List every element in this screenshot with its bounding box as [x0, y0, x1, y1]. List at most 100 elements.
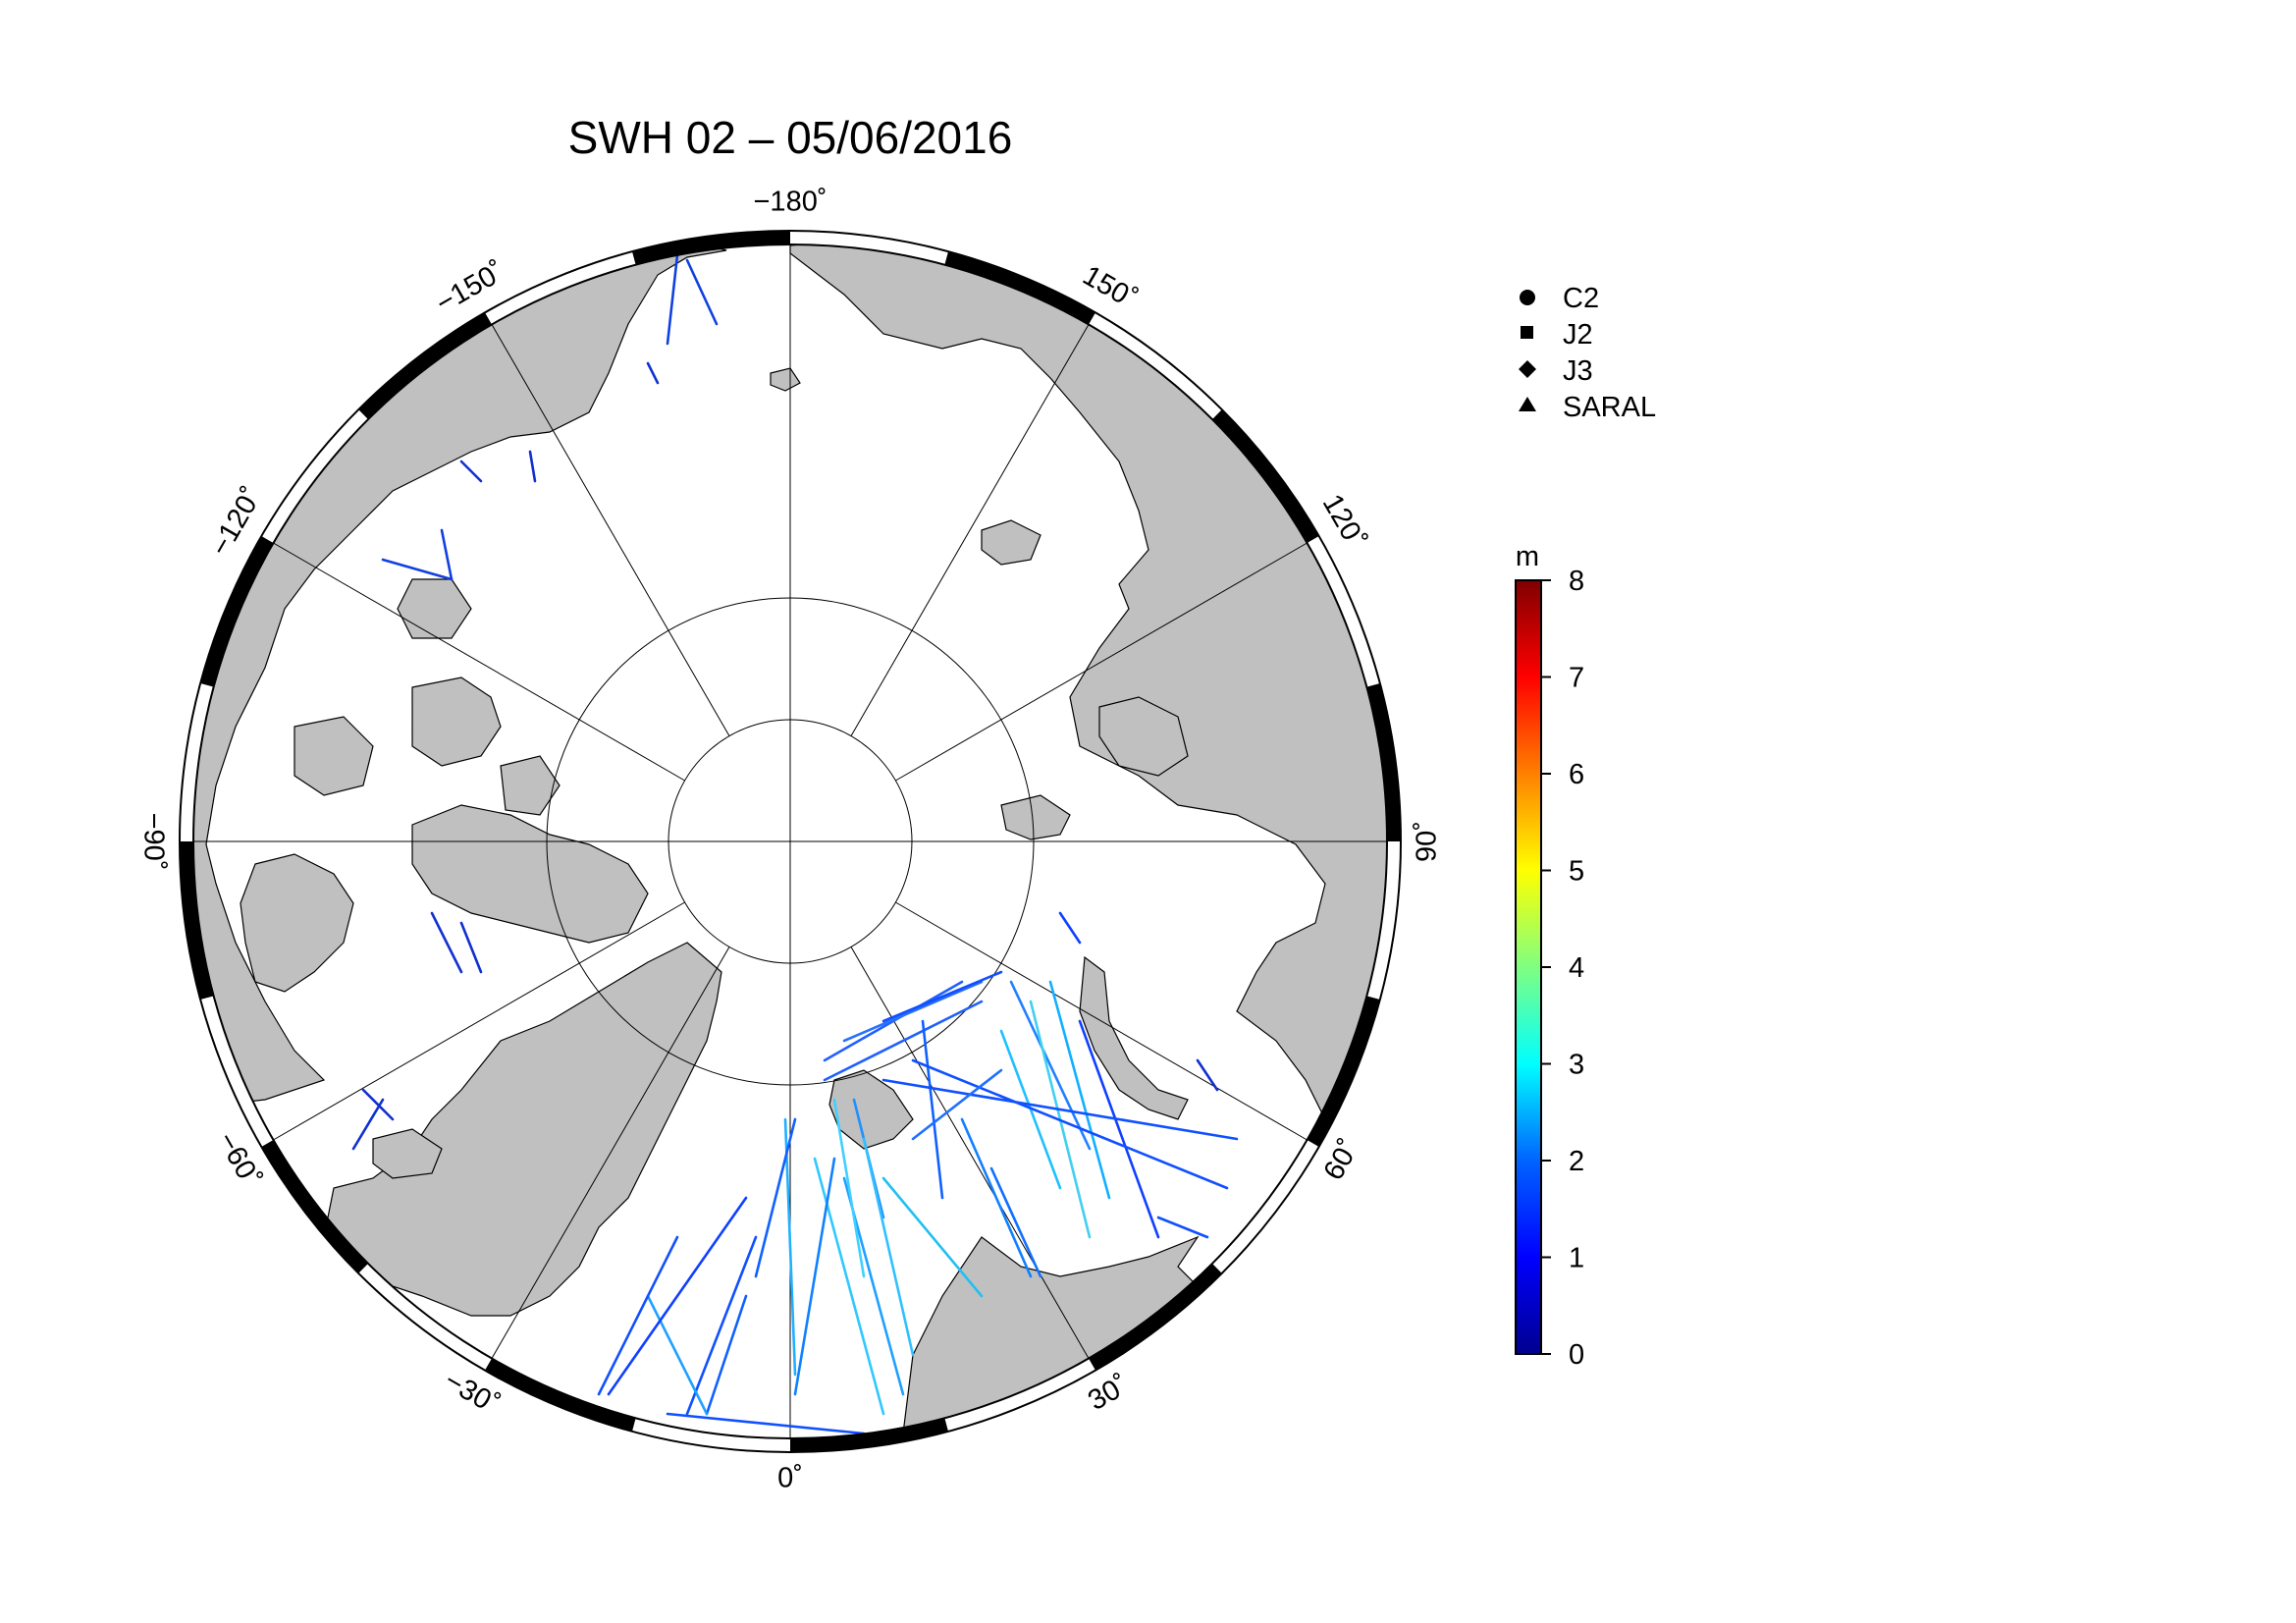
- frame-black-segment: [180, 840, 214, 1000]
- longitude-label: −90˚: [137, 813, 169, 871]
- meridian-line: [491, 947, 730, 1359]
- landmass-severnaya-zemlya: [1098, 696, 1189, 777]
- meridian-line: [850, 324, 1090, 736]
- frame-black-segment: [358, 312, 493, 420]
- swh-track: [361, 1088, 395, 1121]
- colorbar: m 0 1 2 3 4 5 6 7 8: [1515, 541, 1584, 1371]
- swh-track: [793, 1157, 836, 1396]
- swh-track: [783, 1117, 797, 1377]
- landmass-baffin-island: [240, 853, 354, 993]
- swh-track: [911, 1058, 1229, 1190]
- swh-track: [666, 1412, 866, 1435]
- colorbar-tick-label: 3: [1569, 1050, 1584, 1081]
- colorbar-tick-label: 0: [1569, 1339, 1584, 1371]
- legend-circle-icon: [1520, 290, 1535, 305]
- landmass-new-siberian: [981, 519, 1041, 566]
- meridian-line: [273, 901, 685, 1141]
- landmass-island-d: [500, 755, 561, 816]
- swh-track: [685, 258, 719, 326]
- frame-black-segment: [1307, 996, 1380, 1147]
- altimeter-tracks: [351, 253, 1239, 1435]
- frame-black-segment: [789, 1418, 948, 1452]
- swh-track: [381, 558, 454, 581]
- swh-track: [440, 528, 454, 581]
- legend-label: J3: [1563, 355, 1593, 387]
- swh-track: [705, 1294, 748, 1416]
- longitude-label: 90˚: [1412, 821, 1443, 862]
- swh-track: [1196, 1058, 1219, 1092]
- swh-track: [989, 1166, 1042, 1278]
- landmass-greenland: [323, 942, 722, 1317]
- swh-track: [911, 1068, 1003, 1141]
- map-title: SWH 02 – 05/06/2016: [568, 112, 1013, 163]
- colorbar-gradient: [1515, 579, 1542, 1355]
- swh-track: [832, 1098, 866, 1278]
- longitude-label: 60˚: [1317, 1134, 1365, 1185]
- legend-diamond-icon: [1519, 360, 1536, 378]
- colorbar-ticks: 0 1 2 3 4 5 6 7 8: [1541, 566, 1584, 1371]
- frame-black-segment: [632, 231, 791, 265]
- legend-triangle-icon: [1519, 397, 1536, 411]
- swh-track: [823, 980, 964, 1062]
- frame-black-segment: [261, 1139, 369, 1273]
- landmass-wrangel: [770, 367, 801, 392]
- frame-black-segment: [200, 536, 274, 687]
- colorbar-tick-label: 8: [1569, 566, 1584, 597]
- longitude-label: 30˚: [1083, 1369, 1134, 1417]
- swh-track: [528, 450, 537, 483]
- frame-black-segment: [485, 1358, 636, 1432]
- colorbar-unit: m: [1516, 541, 1539, 572]
- frame-inner-edge: [192, 243, 1388, 1439]
- frame-black-segment: [944, 251, 1095, 325]
- swh-track: [862, 1137, 915, 1357]
- satellite-legend: C2 J2 J3 SARAL: [1519, 283, 1656, 423]
- colorbar-tick-label: 6: [1569, 759, 1584, 790]
- frame-outer-edge: [179, 230, 1402, 1453]
- legend-label: C2: [1563, 283, 1599, 314]
- landmass-island-a: [411, 676, 502, 767]
- meridian-line: [273, 542, 685, 782]
- swh-track: [881, 970, 1003, 1023]
- swh-track: [921, 1019, 944, 1200]
- swh-track: [1009, 980, 1092, 1151]
- meridian-line: [895, 542, 1308, 782]
- meridian-line: [895, 901, 1308, 1141]
- longitude-label: −180˚: [754, 187, 828, 218]
- swh-track: [646, 1294, 709, 1416]
- swh-track: [430, 911, 463, 974]
- swh-track: [823, 1000, 984, 1082]
- swh-track: [881, 1176, 984, 1298]
- legend-label: J2: [1563, 319, 1593, 351]
- swh-track: [597, 1235, 679, 1396]
- frame-black-segment: [1211, 409, 1319, 544]
- swh-track: [1048, 980, 1111, 1200]
- landmass-iceland: [372, 1128, 443, 1179]
- map-frame: [180, 231, 1401, 1452]
- swh-track: [459, 921, 483, 974]
- swh-track: [1078, 1019, 1160, 1239]
- landmass-franz-josef: [1000, 794, 1071, 840]
- swh-track: [881, 1078, 1239, 1141]
- swh-track: [666, 253, 679, 346]
- swh-track: [1156, 1216, 1209, 1239]
- frame-black-segment: [1088, 1263, 1222, 1371]
- colorbar-tick-label: 7: [1569, 663, 1584, 694]
- meridian-line: [491, 324, 730, 736]
- landmass-island-b: [294, 716, 374, 796]
- legend-label: SARAL: [1563, 392, 1656, 423]
- landmass-ellesmere: [411, 804, 649, 944]
- landmass-novaya-zemlya: [1079, 955, 1189, 1120]
- legend-square-icon: [1521, 326, 1533, 339]
- swh-track: [646, 361, 660, 385]
- landmass-svalbard: [828, 1069, 914, 1150]
- meridian-line: [850, 947, 1090, 1359]
- colorbar-tick-label: 1: [1569, 1243, 1584, 1274]
- colorbar-tick-label: 5: [1569, 856, 1584, 888]
- swh-track: [754, 1117, 797, 1278]
- swh-track: [1058, 911, 1082, 945]
- colorbar-tick-label: 4: [1569, 952, 1584, 984]
- longitude-label: 0˚: [777, 1463, 803, 1494]
- swh-track: [685, 1235, 758, 1416]
- swh-track: [607, 1196, 748, 1396]
